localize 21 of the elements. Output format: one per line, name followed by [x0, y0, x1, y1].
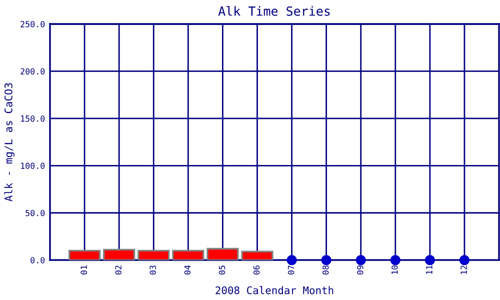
x-tick-label: 03 — [150, 266, 156, 274]
x-tick-label: 01 — [80, 266, 87, 274]
y-tick-label: 200.0 — [20, 68, 45, 75]
x-tick-label: 04 — [184, 265, 191, 274]
x-tick-label: 06 — [253, 266, 260, 274]
y-axis-title: Alk - mg/L as CaCO3 — [4, 83, 14, 202]
y-tick-label: 250.0 — [20, 21, 45, 28]
x-tick-label: 07 — [288, 266, 294, 274]
y-tick-label: 100.0 — [21, 162, 45, 169]
x-tick-label: 10 — [392, 266, 398, 274]
x-tick-label: 12 — [460, 266, 467, 274]
x-tick-label: 11 — [426, 266, 432, 274]
x-axis-title: 2008 Calendar Month — [216, 286, 334, 294]
y-tick-label: 50.0 — [26, 210, 45, 216]
x-tick-label: 05 — [218, 266, 226, 274]
x-tick-label: 08 — [322, 265, 329, 274]
chart-title: Alk Time Series — [218, 6, 330, 16]
x-tick-label: 02 — [115, 266, 122, 274]
y-tick-label: 0.0 — [30, 257, 45, 264]
x-tick-label: 09 — [356, 266, 364, 274]
y-tick-label: 150.0 — [21, 115, 45, 122]
